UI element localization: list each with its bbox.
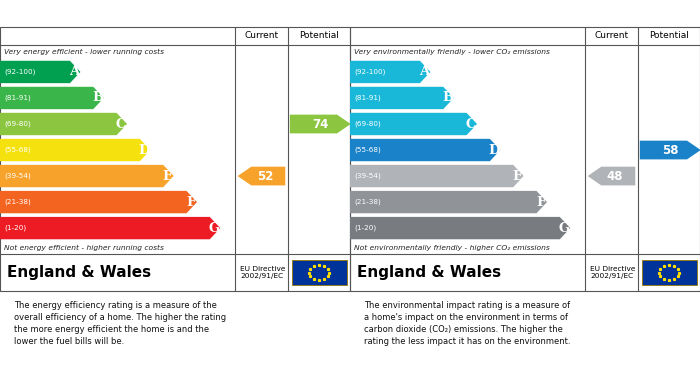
Text: B: B [442,91,454,104]
Polygon shape [0,113,127,135]
Text: Environmental Impact (CO₂) Rating: Environmental Impact (CO₂) Rating [358,7,621,20]
Polygon shape [238,167,286,185]
Text: (69-80): (69-80) [354,121,381,127]
Text: 48: 48 [607,170,623,183]
Polygon shape [640,141,700,160]
Text: (55-68): (55-68) [354,147,381,153]
Text: D: D [489,143,500,156]
Polygon shape [587,167,636,185]
Text: C: C [466,118,476,131]
Polygon shape [0,139,150,161]
Text: 74: 74 [312,118,328,131]
Polygon shape [0,217,220,239]
Text: Very energy efficient - lower running costs: Very energy efficient - lower running co… [4,49,164,55]
Polygon shape [350,165,524,187]
Text: (21-38): (21-38) [4,199,31,205]
Text: The environmental impact rating is a measure of
a home's impact on the environme: The environmental impact rating is a mea… [364,301,570,346]
Text: D: D [139,143,150,156]
Polygon shape [350,61,430,83]
Text: (81-91): (81-91) [4,95,31,101]
Text: E: E [162,170,173,183]
Text: Not energy efficient - higher running costs: Not energy efficient - higher running co… [4,244,163,251]
Text: Current: Current [244,32,279,41]
Text: F: F [536,196,546,208]
Text: England & Wales: England & Wales [357,265,501,280]
Text: Very environmentally friendly - lower CO₂ emissions: Very environmentally friendly - lower CO… [354,49,550,55]
Text: C: C [116,118,126,131]
Text: England & Wales: England & Wales [7,265,151,280]
Polygon shape [0,191,197,213]
Text: (21-38): (21-38) [354,199,381,205]
Bar [292,260,346,285]
Text: Current: Current [594,32,629,41]
Text: (39-54): (39-54) [4,173,31,179]
Text: F: F [186,196,196,208]
Text: EU Directive
2002/91/EC: EU Directive 2002/91/EC [240,266,286,279]
Polygon shape [350,87,454,109]
Text: 58: 58 [662,143,678,156]
Polygon shape [350,113,477,135]
Text: B: B [92,91,104,104]
Text: G: G [559,222,570,235]
Text: G: G [209,222,220,235]
Text: (1-20): (1-20) [354,225,377,231]
Text: 52: 52 [257,170,273,183]
Polygon shape [350,191,547,213]
Text: Potential: Potential [299,32,339,41]
Text: (1-20): (1-20) [4,225,27,231]
Text: The energy efficiency rating is a measure of the
overall efficiency of a home. T: The energy efficiency rating is a measur… [14,301,226,346]
Polygon shape [0,165,174,187]
Text: A: A [419,65,430,79]
Text: (55-68): (55-68) [4,147,31,153]
Bar [641,260,696,285]
Text: Energy Efficiency Rating: Energy Efficiency Rating [8,7,192,20]
Text: EU Directive
2002/91/EC: EU Directive 2002/91/EC [590,266,636,279]
Polygon shape [290,115,351,133]
Polygon shape [350,139,500,161]
Text: (81-91): (81-91) [354,95,381,101]
Text: (39-54): (39-54) [354,173,381,179]
Text: Not environmentally friendly - higher CO₂ emissions: Not environmentally friendly - higher CO… [354,244,550,251]
Text: (69-80): (69-80) [4,121,31,127]
Text: (92-100): (92-100) [354,69,386,75]
Text: (92-100): (92-100) [4,69,36,75]
Text: Potential: Potential [649,32,689,41]
Polygon shape [350,217,570,239]
Text: A: A [69,65,80,79]
Polygon shape [0,61,80,83]
Text: E: E [512,170,523,183]
Polygon shape [0,87,104,109]
